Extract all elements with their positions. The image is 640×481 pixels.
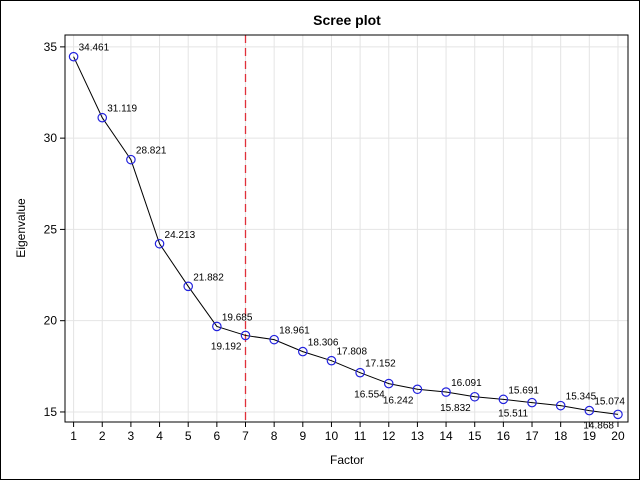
x-tick-label: 12 <box>382 429 396 443</box>
x-tick-label: 20 <box>611 429 625 443</box>
y-tick-label: 25 <box>44 222 58 236</box>
y-axis-title: Eigenvalue <box>14 198 28 258</box>
y-tick-label: 15 <box>44 405 58 419</box>
x-tick-label: 3 <box>128 429 135 443</box>
x-tick-label: 10 <box>325 429 339 443</box>
data-point-marker <box>183 281 194 292</box>
series-line <box>73 56 619 415</box>
x-tick-label: 4 <box>156 429 163 443</box>
data-label: 16.554 <box>354 390 385 401</box>
data-point-marker <box>97 112 108 123</box>
data-point-marker <box>326 355 337 366</box>
data-labels: 34.461 31.119 28.821 24.213 21.882 19.685 19.1… <box>79 43 626 432</box>
data-point-marker <box>498 394 509 405</box>
data-point-marker <box>269 334 279 345</box>
data-label: 15.832 <box>440 403 471 414</box>
data-point-marker <box>298 346 308 357</box>
x-tick-label: 9 <box>299 429 306 443</box>
data-point-marker <box>68 51 79 62</box>
data-point-marker <box>212 321 222 332</box>
series-group <box>68 51 623 420</box>
data-point-marker <box>412 384 423 395</box>
x-tick-label: 8 <box>271 429 278 443</box>
x-tick-label: 17 <box>525 429 539 443</box>
y-tick-label: 30 <box>44 131 58 145</box>
x-tick-label: 6 <box>214 429 221 443</box>
y-tick-label: 35 <box>44 40 58 54</box>
data-label: 15.345 <box>566 392 597 403</box>
data-point-marker <box>154 238 165 249</box>
data-point-marker <box>355 367 365 378</box>
x-tick-label: 15 <box>468 429 482 443</box>
data-label: 19.685 <box>222 312 253 323</box>
y-tick-label: 20 <box>44 314 58 328</box>
data-label: 34.461 <box>79 43 110 54</box>
data-label: 15.074 <box>594 397 625 408</box>
data-label: 21.882 <box>193 272 224 283</box>
data-point-marker <box>469 391 480 402</box>
x-tick-label: 2 <box>99 429 106 443</box>
data-point-marker <box>383 378 394 389</box>
data-label: 15.691 <box>508 385 539 396</box>
data-label: 28.821 <box>136 146 167 157</box>
data-label: 31.119 <box>107 104 137 115</box>
data-point-marker <box>240 330 251 341</box>
x-tick-label: 16 <box>497 429 511 443</box>
data-label: 17.152 <box>365 359 396 370</box>
data-label: 14.868 <box>583 420 614 431</box>
x-tick-label: 13 <box>411 429 425 443</box>
x-tick-label: 14 <box>439 429 453 443</box>
data-label: 15.511 <box>498 409 528 420</box>
x-tick-label: 18 <box>554 429 568 443</box>
chart-title: Scree plot <box>313 12 381 28</box>
data-label: 19.192 <box>211 341 242 352</box>
data-label: 17.808 <box>336 347 367 358</box>
data-label: 16.091 <box>451 378 482 389</box>
gridlines <box>65 35 628 422</box>
x-tick-label: 5 <box>185 429 192 443</box>
axes: 1 2 3 4 5 6 7 8 9 10 11 12 13 14 15 16 17 18 19 20152025303… <box>44 34 629 443</box>
x-tick-label: 19 <box>583 429 597 443</box>
plot-area-border <box>64 34 629 423</box>
data-point-marker <box>441 387 451 397</box>
x-axis-title: Factor <box>330 453 364 467</box>
data-label: 18.961 <box>279 326 310 337</box>
data-point-marker <box>126 154 136 165</box>
data-point-marker <box>613 409 623 420</box>
x-tick-label: 1 <box>70 429 77 443</box>
x-tick-label: 7 <box>242 429 249 443</box>
data-label: 24.213 <box>165 230 196 241</box>
data-point-marker <box>527 397 537 408</box>
data-label: 16.242 <box>383 395 414 406</box>
data-point-marker <box>584 405 595 416</box>
data-point-marker <box>555 400 566 411</box>
data-label: 18.306 <box>308 338 339 349</box>
x-tick-label: 11 <box>354 429 367 443</box>
